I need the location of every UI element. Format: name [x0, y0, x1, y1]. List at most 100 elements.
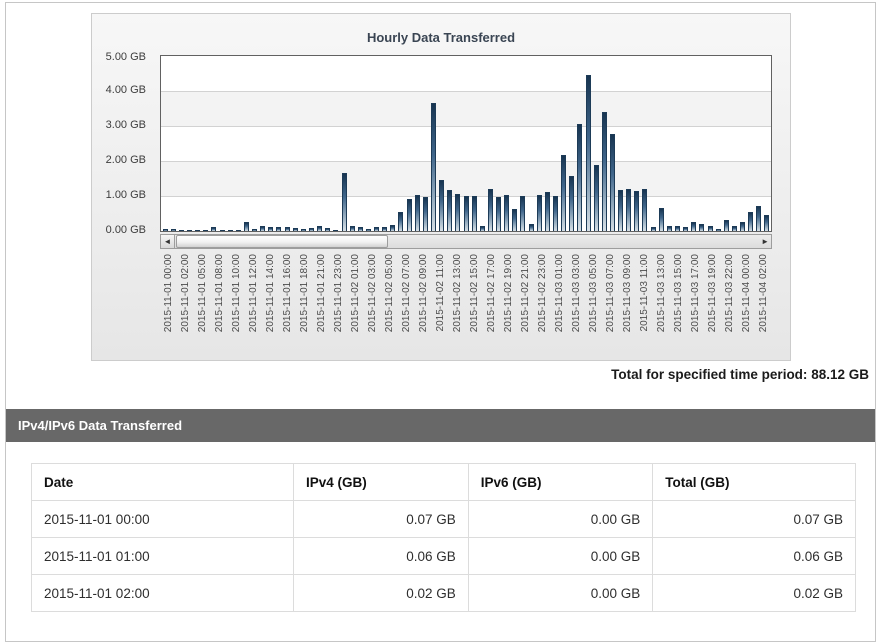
- chart-bar: [723, 220, 729, 231]
- x-axis-tick-label: 2015-11-02 01:00: [350, 254, 361, 333]
- x-axis-tick-label: 2015-11-02 05:00: [384, 254, 395, 333]
- x-axis-tick: 2015-11-01 12:00: [245, 254, 262, 359]
- x-axis-tick: 2015-11-01 18:00: [296, 254, 313, 359]
- cell-value: 0.00 GB: [467, 500, 654, 538]
- x-axis-tick: 2015-11-01 05:00: [194, 254, 211, 359]
- x-axis-tick-label: 2015-11-02 09:00: [418, 254, 429, 333]
- chart-bar: [748, 212, 754, 231]
- chart-bar: [740, 222, 746, 231]
- x-axis-tick: 2015-11-01 16:00: [279, 254, 296, 359]
- chart-bar: [552, 196, 558, 231]
- x-axis-tick-label: 2015-11-02 07:00: [401, 254, 412, 333]
- chart-bar: [284, 227, 290, 231]
- x-axis-tick: 2015-11-01 02:00: [177, 254, 194, 359]
- table-body: 2015-11-01 00:00 0.07 GB 0.00 GB 0.07 GB 201…: [30, 500, 856, 612]
- chart-bar: [365, 229, 371, 231]
- page-container: Hourly Data Transferred 5.00 GB 4.00 GB 3.…: [5, 2, 876, 642]
- chart-horizontal-scrollbar[interactable]: ◄ ►: [160, 234, 772, 249]
- chart-bar: [691, 222, 697, 231]
- cell-value: 0.00 GB: [467, 574, 654, 612]
- x-axis-tick: 2015-11-02 17:00: [483, 254, 500, 359]
- table-section-title: IPv4/IPv6 Data Transferred: [18, 418, 183, 433]
- chart-bar: [699, 224, 705, 231]
- chart-bar: [414, 195, 420, 231]
- cell-value: 0.06 GB: [652, 537, 856, 575]
- x-axis-tick-label: 2015-11-03 01:00: [554, 254, 565, 333]
- x-axis-tick: 2015-11-03 09:00: [619, 254, 636, 359]
- chart-bar: [170, 229, 176, 231]
- x-axis-tick-label: 2015-11-03 09:00: [622, 254, 633, 333]
- chart-bar: [398, 212, 404, 231]
- x-axis-tick: 2015-11-03 07:00: [602, 254, 619, 359]
- chart-bar: [276, 227, 282, 231]
- y-axis-tick-label: 4.00 GB: [105, 84, 146, 96]
- scrollbar-thumb[interactable]: [176, 235, 388, 248]
- x-axis-tick-label: 2015-11-03 07:00: [605, 254, 616, 333]
- chart-bar: [601, 112, 607, 231]
- x-axis-tick: 2015-11-02 21:00: [517, 254, 534, 359]
- x-axis-tick: 2015-11-01 00:00: [160, 254, 177, 359]
- x-axis-tick: 2015-11-01 21:00: [313, 254, 330, 359]
- table-header-row: Date IPv4 (GB) IPv6 (GB) Total (GB): [30, 463, 856, 501]
- x-axis-tick: 2015-11-02 05:00: [381, 254, 398, 359]
- gridline: [161, 126, 771, 127]
- chart-bar: [569, 176, 575, 231]
- chart-bar: [211, 227, 217, 231]
- x-axis-tick-label: 2015-11-01 23:00: [333, 254, 344, 333]
- chart-bar: [731, 226, 737, 231]
- chart-bar: [406, 199, 412, 231]
- chart-bar: [544, 192, 550, 231]
- chart-bar: [626, 189, 632, 231]
- cell-date: 2015-11-01 02:00: [30, 574, 295, 612]
- x-axis-tick: 2015-11-02 11:00: [432, 254, 449, 359]
- cell-value: 0.02 GB: [293, 574, 469, 612]
- x-axis-tick: 2015-11-03 01:00: [551, 254, 568, 359]
- y-axis-tick-label: 5.00 GB: [105, 51, 146, 63]
- x-axis-tick: 2015-11-03 11:00: [636, 254, 653, 359]
- cell-date: 2015-11-01 00:00: [30, 500, 295, 538]
- chart-bar: [203, 230, 209, 231]
- table-column-header: IPv4 (GB): [293, 463, 469, 501]
- x-axis-tick: 2015-11-01 14:00: [262, 254, 279, 359]
- x-axis-tick: 2015-11-03 22:00: [721, 254, 738, 359]
- chart-bar: [609, 134, 615, 231]
- chart-bar: [650, 227, 656, 231]
- chart-bar: [300, 229, 306, 231]
- x-axis-tick: 2015-11-03 15:00: [670, 254, 687, 359]
- x-axis-tick: 2015-11-02 13:00: [449, 254, 466, 359]
- chart-bar: [439, 180, 445, 231]
- chart-bar: [235, 230, 241, 231]
- x-axis-tick-label: 2015-11-01 05:00: [197, 254, 208, 333]
- x-axis-tick-label: 2015-11-03 17:00: [690, 254, 701, 333]
- total-for-period: Total for specified time period: 88.12 G…: [611, 367, 869, 382]
- x-axis-tick: 2015-11-03 13:00: [653, 254, 670, 359]
- chart-bar: [341, 173, 347, 231]
- scrollbar-right-arrow-icon[interactable]: ►: [761, 237, 769, 246]
- x-axis-tick-label: 2015-11-01 14:00: [265, 254, 276, 333]
- x-axis-tick-label: 2015-11-02 17:00: [486, 254, 497, 333]
- x-axis-tick-label: 2015-11-01 21:00: [316, 254, 327, 333]
- chart-bar: [496, 197, 502, 231]
- x-axis-tick: 2015-11-04 00:00: [738, 254, 755, 359]
- chart-bar: [447, 190, 453, 231]
- y-axis-tick-label: 0.00 GB: [105, 224, 146, 236]
- x-axis-tick: 2015-11-02 03:00: [364, 254, 381, 359]
- x-axis-tick-label: 2015-11-02 21:00: [520, 254, 531, 333]
- cell-value: 0.06 GB: [293, 537, 469, 575]
- chart-bar: [642, 189, 648, 231]
- x-axis-tick-label: 2015-11-03 22:00: [724, 254, 735, 333]
- x-axis-tick: 2015-11-01 23:00: [330, 254, 347, 359]
- scrollbar-left-arrow-icon[interactable]: ◄: [161, 235, 175, 248]
- ipv4-ipv6-data-table: Date IPv4 (GB) IPv6 (GB) Total (GB) 2015-11…: [30, 463, 856, 612]
- cell-date: 2015-11-01 01:00: [30, 537, 295, 575]
- chart-bar: [349, 226, 355, 231]
- y-axis-labels: 5.00 GB 4.00 GB 3.00 GB 2.00 GB 1.00 GB 0.00 …: [92, 51, 154, 236]
- x-axis-tick: 2015-11-03 17:00: [687, 254, 704, 359]
- x-axis-tick: 2015-11-02 01:00: [347, 254, 364, 359]
- x-axis-tick-label: 2015-11-01 10:00: [231, 254, 242, 333]
- chart-bar: [707, 226, 713, 231]
- x-axis-tick-label: 2015-11-03 03:00: [571, 254, 582, 333]
- chart-bar: [374, 227, 380, 231]
- chart-bar: [333, 230, 339, 231]
- chart-bar: [536, 195, 542, 231]
